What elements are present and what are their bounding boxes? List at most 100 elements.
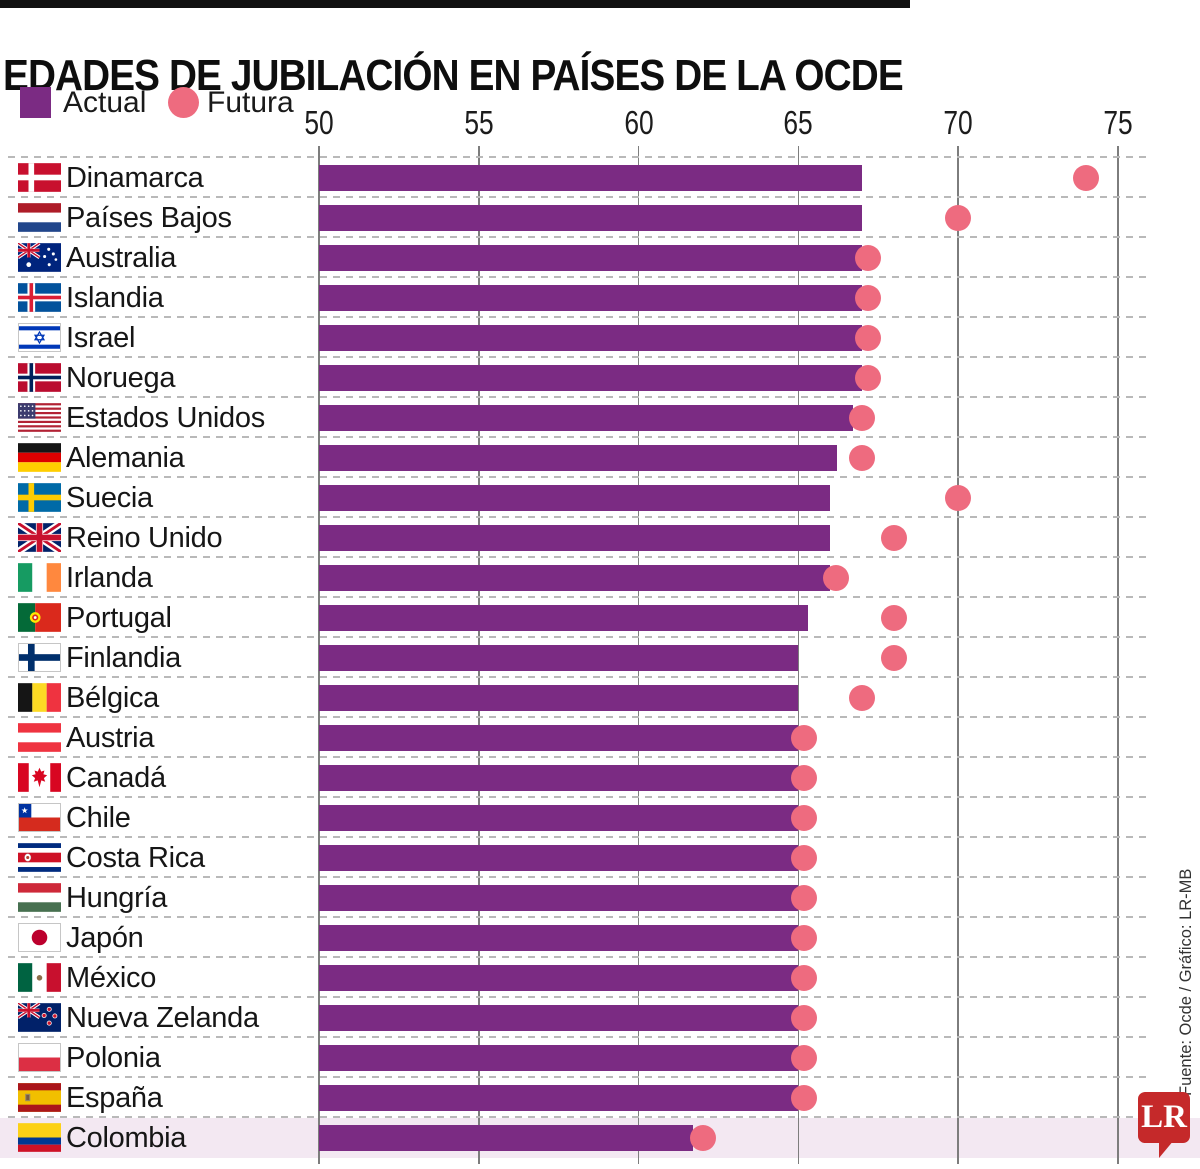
source-credit: Fuente: Ocde / Gráfico: LR-MB [1177,868,1195,1096]
country-label: Islandia [66,282,164,314]
country-label: Bélgica [66,682,160,714]
futura-dot [791,925,818,951]
usa-flag-icon [18,403,61,432]
country-label: Canadá [66,762,166,794]
futura-legend-dot-icon [168,87,199,118]
actual-bar [319,365,863,391]
futura-dot [881,645,908,671]
actual-bar [319,765,799,791]
header-accent-bar [0,0,910,8]
futura-dot [823,565,850,591]
country-label: Israel [66,322,136,354]
row-separator [8,756,1150,758]
row-separator [8,476,1150,478]
futura-dot [881,605,908,631]
country-label: Noruega [66,362,176,394]
new_zealand-flag-icon [18,1003,61,1032]
actual-bar [319,1125,693,1151]
axis-tick-label: 75 [1103,104,1133,141]
row-separator [8,436,1150,438]
country-label: Costa Rica [66,842,205,874]
row-separator [8,636,1150,638]
row-separator [8,596,1150,598]
futura-dot [855,245,882,271]
country-label: España [66,1082,163,1114]
country-label: Irlanda [66,562,153,594]
futura-dot [791,805,818,831]
country-label: Estados Unidos [66,402,265,434]
axis-tick-label: 55 [464,104,494,141]
actual-bar [319,1005,799,1031]
country-label: Colombia [66,1122,187,1154]
poland-flag-icon [18,1043,61,1072]
futura-dot [881,525,908,551]
futura-legend-label: Futura [207,86,294,119]
futura-dot [791,1045,818,1071]
actual-bar [319,1045,799,1071]
mexico-flag-icon [18,963,61,992]
country-label: México [66,962,157,994]
futura-dot [791,1085,818,1111]
denmark-flag-icon [18,163,61,192]
spain-flag-icon [18,1083,61,1112]
australia-flag-icon [18,243,61,272]
lr-logo-tail-icon [1159,1140,1174,1158]
actual-bar [319,565,831,591]
actual-bar [319,605,808,631]
country-label: Suecia [66,482,153,514]
row-separator [8,316,1150,318]
row-separator [8,676,1150,678]
actual-bar [319,245,863,271]
actual-bar [319,165,863,191]
futura-dot [849,445,876,471]
actual-bar [319,645,799,671]
axis-tick-label: 60 [623,104,654,141]
row-separator [8,356,1150,358]
costa_rica-flag-icon [18,843,61,872]
row-separator [8,236,1150,238]
axis-tick-label: 65 [783,104,814,141]
country-label: Australia [66,242,177,274]
axis-tick-label: 50 [304,104,334,141]
country-label: Reino Unido [66,522,223,554]
actual-bar [319,685,799,711]
belgium-flag-icon [18,683,61,712]
actual-bar [319,805,799,831]
row-separator [8,556,1150,558]
israel-flag-icon [18,323,61,352]
finland-flag-icon [18,643,61,672]
row-separator [8,1116,1150,1118]
page-title: EDADES DE JUBILACIÓN EN PAÍSES DE LA OCD… [3,51,904,101]
actual-legend-swatch [20,87,51,118]
country-label: Hungría [66,882,168,914]
row-separator [8,956,1150,958]
country-label: Japón [66,922,144,954]
country-label: Países Bajos [66,202,232,234]
futura-dot [945,485,972,511]
japan-flag-icon [18,923,61,952]
futura-dot [945,205,972,231]
row-separator [8,716,1150,718]
country-label: Polonia [66,1042,161,1074]
chile-flag-icon [18,803,61,832]
country-label: Alemania [66,442,185,474]
austria-flag-icon [18,723,61,752]
actual-bar [319,485,831,511]
futura-dot [791,965,818,991]
row-separator [8,1076,1150,1078]
futura-dot [855,365,882,391]
actual-bar [319,525,831,551]
actual-bar [319,325,863,351]
colombia-flag-icon [18,1123,61,1152]
axis-tick-label: 70 [943,104,973,141]
row-separator [8,276,1150,278]
country-label: Chile [66,802,131,834]
futura-dot [689,1125,716,1151]
row-separator [8,156,1150,158]
futura-dot [849,405,876,431]
futura-dot [849,685,876,711]
futura-dot [1073,165,1100,191]
portugal-flag-icon [18,603,61,632]
actual-bar [319,845,799,871]
